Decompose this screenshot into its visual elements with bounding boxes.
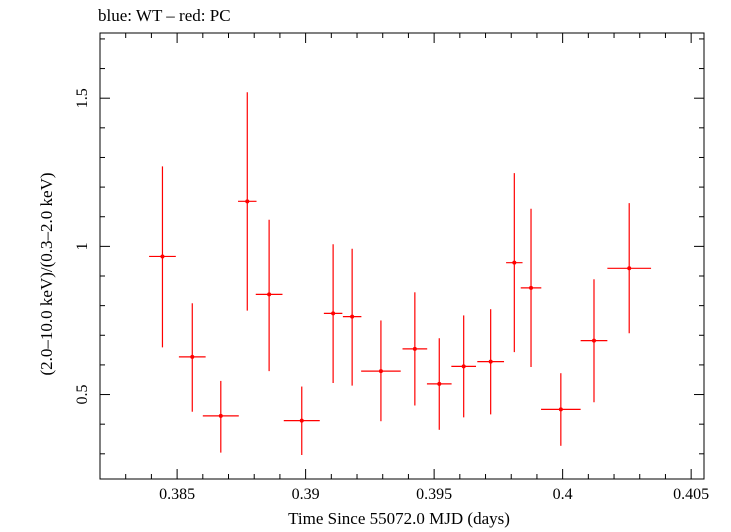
data-point — [342, 248, 362, 386]
x-tick-label: 0.39 — [292, 486, 320, 503]
point-marker — [331, 311, 336, 316]
point-marker — [412, 346, 417, 351]
x-tick-label: 0.4 — [553, 486, 573, 503]
data-point — [283, 386, 320, 455]
point-marker — [461, 364, 466, 369]
point-marker — [558, 407, 563, 412]
y-axis-label: (2.0–10.0 keV)/(0.3–2.0 keV) — [37, 172, 56, 376]
point-marker — [190, 354, 195, 359]
data-point — [255, 219, 283, 372]
data-point — [178, 303, 206, 412]
data-point — [541, 373, 581, 446]
data-point — [580, 279, 608, 403]
data-point — [426, 338, 452, 430]
data-point — [238, 92, 257, 311]
data-point — [520, 208, 542, 367]
point-marker — [299, 418, 304, 423]
data-point — [402, 292, 428, 406]
point-marker — [627, 266, 632, 271]
chart-title: blue: WT – red: PC — [98, 6, 231, 25]
y-tick-label: 1.5 — [74, 88, 91, 108]
point-marker — [160, 254, 165, 259]
point-marker — [245, 199, 250, 204]
data-point — [149, 166, 176, 348]
x-tick-label: 0.395 — [416, 486, 452, 503]
point-marker — [378, 369, 383, 374]
data-point — [607, 203, 652, 334]
point-marker — [529, 285, 534, 290]
point-marker — [437, 381, 442, 386]
y-tick-label: 0.5 — [74, 385, 91, 405]
axis-tick-labels: 0.385 0.39 0.395 0.4 0.405 0.5 1 1.5 — [74, 88, 709, 503]
x-tick-label: 0.385 — [159, 486, 195, 503]
data-point — [506, 173, 523, 353]
point-marker — [350, 314, 355, 319]
data-point — [451, 315, 477, 418]
point-marker — [218, 413, 223, 418]
x-tick-label: 0.405 — [673, 486, 709, 503]
x-axis-label: Time Since 55072.0 MJD (days) — [288, 509, 510, 528]
data-marks — [149, 92, 652, 455]
data-point — [202, 380, 239, 453]
data-point — [361, 320, 401, 422]
point-marker — [267, 292, 272, 297]
y-tick-label: 1 — [74, 242, 91, 250]
point-marker — [512, 260, 517, 265]
axis-ticks — [100, 33, 704, 479]
point-marker — [488, 359, 493, 364]
data-point — [477, 309, 505, 415]
data-point — [323, 244, 343, 383]
plot-frame — [99, 32, 705, 480]
point-marker — [591, 338, 596, 343]
